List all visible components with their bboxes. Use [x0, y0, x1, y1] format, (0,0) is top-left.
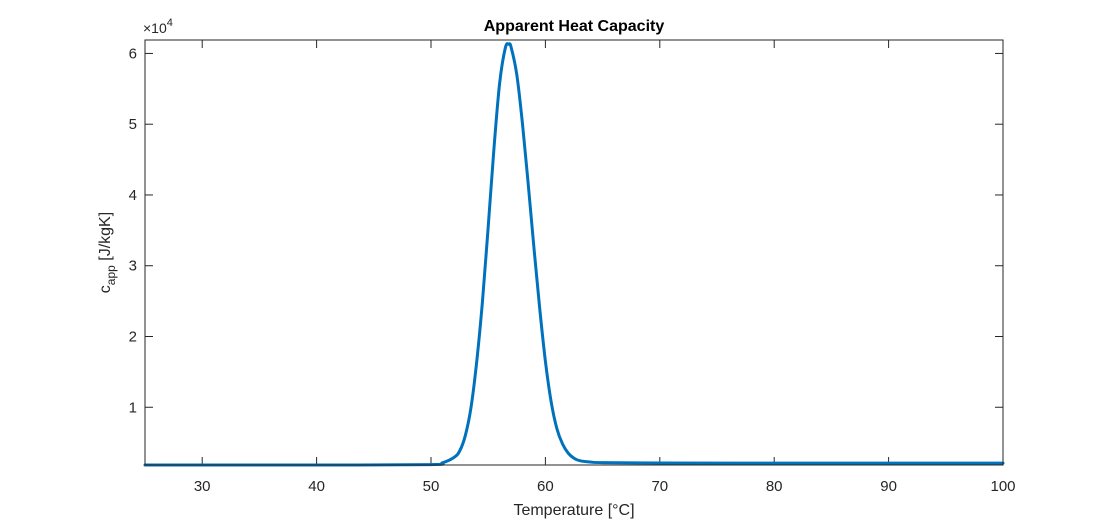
y-tick-label: 6 — [129, 45, 137, 62]
plot-area — [145, 40, 1003, 465]
x-tick-label: 60 — [537, 478, 554, 495]
y-axis-multiplier: ×104 — [143, 17, 173, 36]
y-axis-label: capp [J/kgK] — [97, 212, 118, 293]
chart-title: Apparent Heat Capacity — [484, 18, 665, 35]
x-tick-label: 90 — [880, 478, 897, 495]
x-tick-label: 70 — [651, 478, 668, 495]
tick-labels: 30 40 50 60 70 80 90 100 1 2 3 4 5 6 — [129, 45, 1016, 495]
x-tick-label: 30 — [194, 478, 211, 495]
y-tick-label: 5 — [129, 116, 137, 133]
y-tick-label: 3 — [129, 258, 137, 275]
y-tick-label: 4 — [129, 187, 137, 204]
series-line-apparent-heat-capacity — [143, 42, 1005, 467]
plot-box — [144, 39, 1004, 466]
x-tick-label: 40 — [308, 478, 325, 495]
y-tick-label: 2 — [129, 328, 137, 345]
y-axis-multiplier-base: ×10 — [143, 20, 167, 36]
x-tick-label: 80 — [766, 478, 783, 495]
y-axis-label-subscript: app — [104, 265, 118, 285]
y-axis-label-units: [J/kgK] — [97, 212, 114, 265]
x-tick-label: 50 — [423, 478, 440, 495]
y-axis-label-main: c — [97, 285, 114, 293]
y-tick-label: 1 — [129, 399, 137, 416]
y-axis-multiplier-exponent: 4 — [167, 17, 173, 29]
x-axis-label: Temperature [°C] — [513, 502, 634, 519]
x-tick-label: 100 — [990, 478, 1015, 495]
